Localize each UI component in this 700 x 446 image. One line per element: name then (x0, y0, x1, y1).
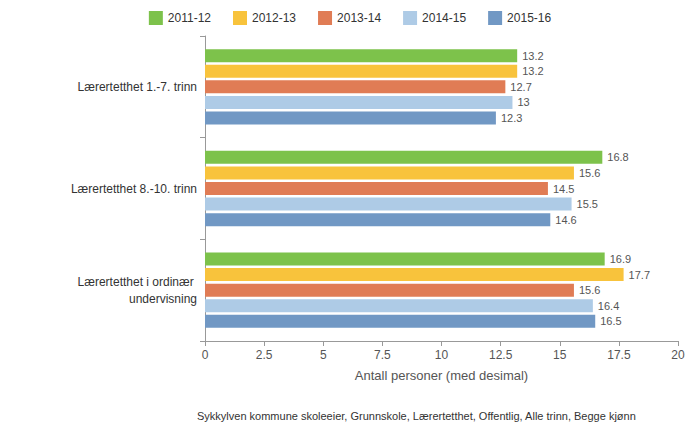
svg-text:Antall personer (med desimal): Antall personer (med desimal) (355, 368, 528, 383)
svg-text:undervisning: undervisning (129, 292, 197, 306)
svg-text:2012-13: 2012-13 (252, 11, 296, 25)
svg-text:16.4: 16.4 (598, 300, 619, 312)
svg-text:Lærertetthet 8.-10. trinn: Lærertetthet 8.-10. trinn (71, 182, 197, 196)
svg-text:12.3: 12.3 (501, 112, 522, 124)
svg-text:2014-15: 2014-15 (422, 11, 466, 25)
svg-text:14.6: 14.6 (555, 214, 576, 226)
svg-text:13.2: 13.2 (522, 65, 543, 77)
svg-text:14.5: 14.5 (553, 183, 574, 195)
svg-text:12.7: 12.7 (510, 81, 531, 93)
svg-text:2013-14: 2013-14 (337, 11, 381, 25)
svg-text:13.2: 13.2 (522, 50, 543, 62)
svg-text:Lærertetthet i ordinær: Lærertetthet i ordinær (78, 275, 197, 289)
svg-text:16.5: 16.5 (600, 315, 621, 327)
svg-text:13: 13 (517, 96, 529, 108)
svg-text:15.5: 15.5 (577, 198, 598, 210)
svg-text:17.5: 17.5 (607, 348, 631, 362)
svg-text:Lærertetthet 1.-7. trinn: Lærertetthet 1.-7. trinn (78, 80, 197, 94)
svg-text:15.6: 15.6 (579, 284, 600, 296)
svg-text:15: 15 (553, 348, 567, 362)
svg-text:2.5: 2.5 (256, 348, 273, 362)
svg-text:2015-16: 2015-16 (507, 11, 551, 25)
svg-text:Sykkylven kommune skoleeier, G: Sykkylven kommune skoleeier, Grunnskole,… (197, 410, 636, 422)
svg-text:2011-12: 2011-12 (168, 11, 211, 25)
svg-text:5: 5 (320, 348, 327, 362)
svg-text:12.5: 12.5 (489, 348, 513, 362)
svg-text:16.9: 16.9 (610, 253, 631, 265)
svg-text:10: 10 (435, 348, 449, 362)
svg-text:17.7: 17.7 (629, 269, 650, 281)
svg-text:15.6: 15.6 (579, 167, 600, 179)
svg-text:0: 0 (202, 348, 209, 362)
svg-text:7.5: 7.5 (374, 348, 391, 362)
svg-text:16.8: 16.8 (607, 151, 628, 163)
svg-text:20: 20 (671, 348, 685, 362)
